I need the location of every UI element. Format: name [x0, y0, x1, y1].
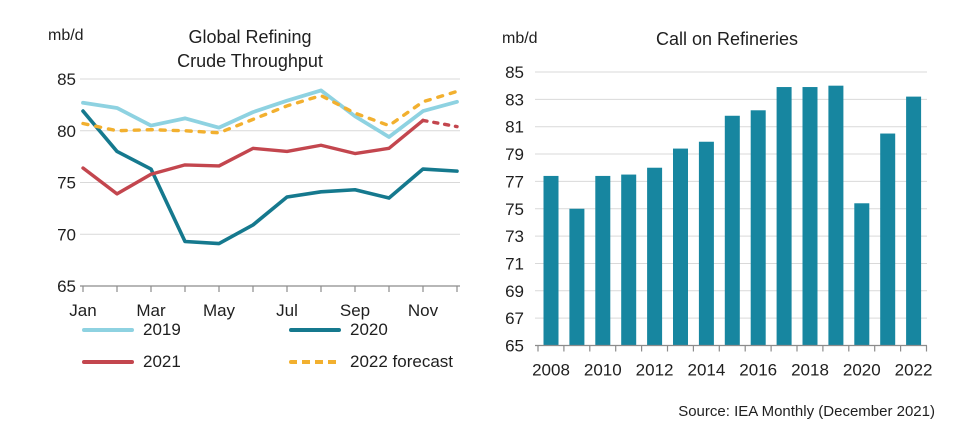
legend-item-2022-forecast: 2022 forecast [289, 352, 454, 371]
legend-label-2020: 2020 [350, 320, 388, 339]
legend-label-2022-forecast: 2022 forecast [350, 352, 454, 371]
bar-2014 [698, 141, 714, 346]
left-x-tick-label: Nov [408, 301, 439, 320]
left-x-tick-label: May [203, 301, 236, 320]
legend-swatch-2019 [82, 328, 134, 332]
source-note: Source: IEA Monthly (December 2021) [678, 403, 935, 420]
left-chart-title-line1: Global Refining [188, 27, 312, 47]
right-y-tick-label: 65 [505, 337, 524, 356]
right-x-tick-label: 2020 [843, 361, 881, 380]
right-y-tick-label: 79 [505, 145, 524, 164]
left-x-tick-label: Jan [69, 301, 96, 320]
bar-2020 [854, 203, 870, 346]
legend-swatch-2022-forecast [289, 360, 341, 364]
left-y-tick-label: 65 [57, 277, 76, 296]
right-y-tick-label: 75 [505, 200, 524, 219]
right-x-tick-label: 2010 [584, 361, 622, 380]
right-x-tick-label: 2014 [687, 361, 725, 380]
left-x-tick-label: Sep [340, 301, 370, 320]
bar-2009 [569, 208, 585, 346]
bar-2017 [776, 87, 792, 346]
right-x-tick-label: 2016 [739, 361, 777, 380]
left-x-tick-label: Mar [136, 301, 166, 320]
bar-2008 [543, 175, 559, 346]
bar-2019 [828, 85, 844, 346]
left-chart-title-line2: Crude Throughput [177, 51, 323, 71]
legend-item-2020: 2020 [289, 320, 388, 339]
legend-item-2021: 2021 [82, 352, 181, 371]
right-x-tick-label: 2018 [791, 361, 829, 380]
bar-2011 [621, 174, 637, 346]
left-x-tick-label: Jul [276, 301, 298, 320]
left-y-tick-label: 85 [57, 70, 76, 89]
right-y-axis-unit-label: mb/d [502, 30, 538, 47]
left-y-axis-unit-label: mb/d [48, 27, 84, 44]
right-y-tick-label: 81 [505, 118, 524, 137]
right-chart-title: Call on Refineries [655, 29, 799, 49]
series-line-2021 [81, 118, 425, 196]
bar-2015 [724, 115, 740, 346]
right-x-tick-label: 2008 [532, 361, 570, 380]
bar-2021 [880, 133, 896, 346]
bar-2012 [647, 167, 663, 346]
left-y-tick-label: 80 [57, 122, 76, 141]
right-y-tick-label: 83 [505, 90, 524, 109]
bar-2016 [750, 110, 766, 346]
series-line-2019 [81, 88, 459, 139]
left-y-tick-label: 70 [57, 225, 76, 244]
bar-2013 [673, 148, 688, 346]
legend-swatch-2020 [289, 328, 341, 332]
right-y-tick-label: 71 [505, 254, 524, 273]
bar-2022 [906, 96, 922, 346]
bar-2010 [595, 175, 611, 346]
bar-2018 [802, 87, 818, 346]
right-x-tick-label: 2022 [895, 361, 933, 380]
right-y-tick-label: 85 [505, 63, 524, 82]
right-y-tick-label: 77 [505, 172, 524, 191]
legend-swatch-2021 [82, 360, 134, 364]
left-y-tick-label: 75 [57, 174, 76, 193]
right-y-tick-label: 73 [505, 227, 524, 246]
series-line-2022-forecast [81, 89, 459, 135]
legend-label-2021: 2021 [143, 352, 181, 371]
right-x-tick-label: 2012 [636, 361, 674, 380]
right-y-tick-label: 69 [505, 282, 524, 301]
legend-item-2019: 2019 [82, 320, 181, 339]
series-line-2020 [81, 109, 459, 246]
left-chart-title: Global Refining Crude Throughput [90, 25, 410, 73]
legend-label-2019: 2019 [143, 320, 181, 339]
right-y-tick-label: 67 [505, 309, 524, 328]
